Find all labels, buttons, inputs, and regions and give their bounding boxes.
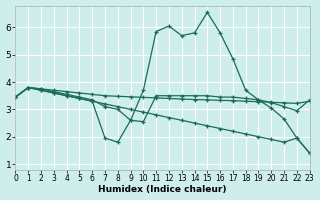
X-axis label: Humidex (Indice chaleur): Humidex (Indice chaleur) <box>98 185 227 194</box>
